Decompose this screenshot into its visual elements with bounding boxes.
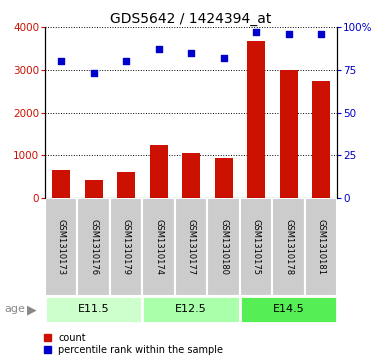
Title: GDS5642 / 1424394_at: GDS5642 / 1424394_at [110,12,272,26]
Bar [142,198,175,296]
Bar [175,198,207,296]
Bar [272,198,305,296]
Bar [85,180,103,198]
Bar [45,296,142,323]
Bar [280,70,298,198]
Bar [45,198,77,296]
Point [220,55,227,61]
Bar [305,198,337,296]
Text: GSM1310173: GSM1310173 [57,219,66,275]
Point [253,29,259,35]
Text: GSM1310176: GSM1310176 [89,219,98,275]
Bar [215,158,232,198]
Text: GSM1310180: GSM1310180 [219,219,228,275]
Bar [247,41,265,198]
Bar [240,296,337,323]
Text: E14.5: E14.5 [273,305,305,314]
Bar [240,198,272,296]
Bar [207,198,240,296]
Point [156,46,162,52]
Bar [150,145,168,198]
Text: GSM1310177: GSM1310177 [186,219,196,275]
Point [188,50,194,56]
Text: GSM1310179: GSM1310179 [122,219,131,275]
Text: ▶: ▶ [27,303,36,316]
Point [90,70,97,76]
Bar [142,296,240,323]
Text: age: age [4,305,25,314]
Point [123,58,129,64]
Bar [52,170,70,198]
Legend: count, percentile rank within the sample: count, percentile rank within the sample [44,333,223,355]
Text: GSM1310181: GSM1310181 [317,219,326,275]
Point [285,31,292,37]
Bar [110,198,142,296]
Text: GSM1310178: GSM1310178 [284,219,293,275]
Text: E11.5: E11.5 [78,305,110,314]
Text: GSM1310174: GSM1310174 [154,219,163,275]
Bar [182,152,200,198]
Bar [312,81,330,198]
Point [318,31,324,37]
Bar [117,172,135,198]
Text: E12.5: E12.5 [175,305,207,314]
Text: GSM1310175: GSM1310175 [252,219,261,275]
Bar [77,198,110,296]
Point [58,58,64,64]
